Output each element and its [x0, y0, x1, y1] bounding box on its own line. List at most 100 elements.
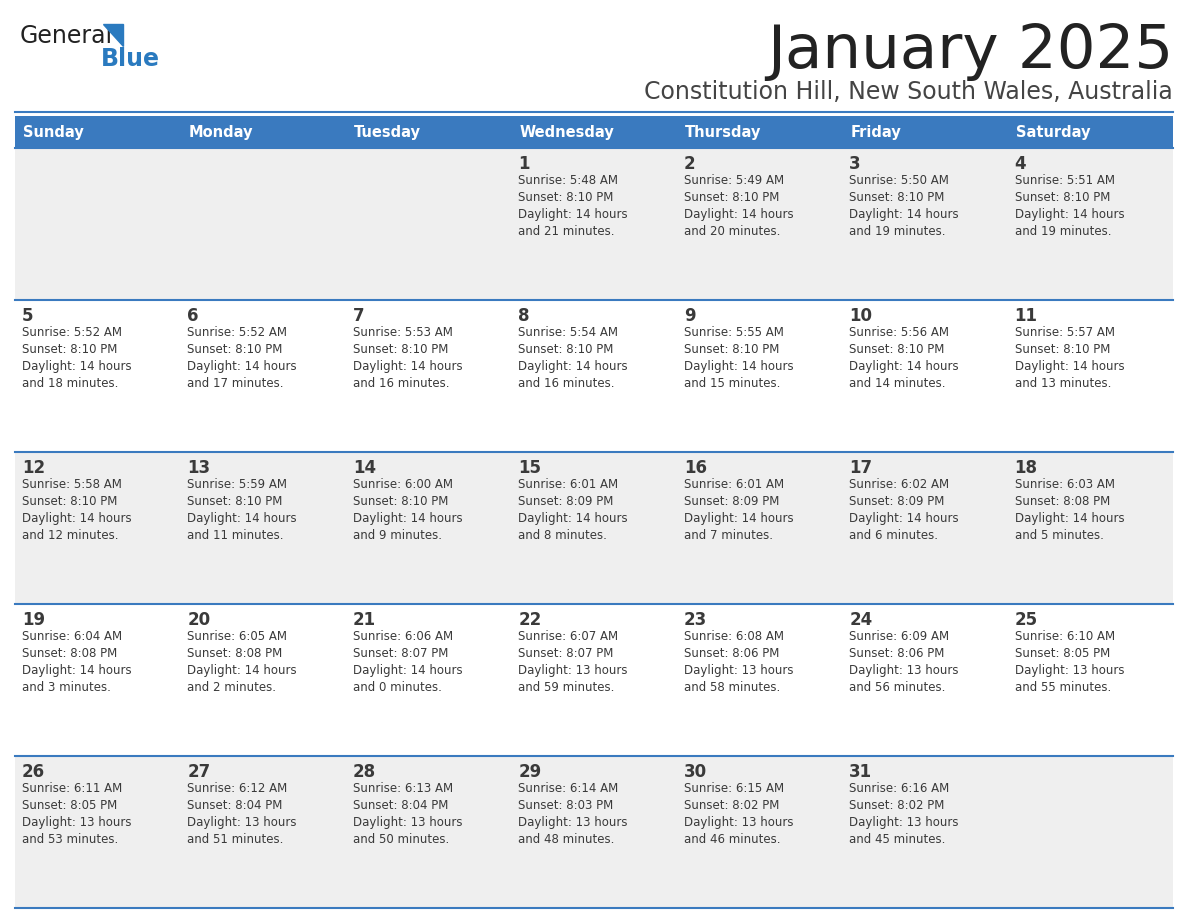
Text: Sunset: 8:10 PM: Sunset: 8:10 PM	[188, 343, 283, 356]
Bar	[15, 300, 1173, 452]
Text: Sunset: 8:10 PM: Sunset: 8:10 PM	[1015, 191, 1110, 204]
Text: Sunrise: 5:54 AM: Sunrise: 5:54 AM	[518, 326, 618, 339]
Text: Sunrise: 5:56 AM: Sunrise: 5:56 AM	[849, 326, 949, 339]
Text: Sunrise: 6:10 AM: Sunrise: 6:10 AM	[1015, 630, 1114, 643]
Bar	[511, 116, 677, 148]
Text: and 19 minutes.: and 19 minutes.	[1015, 225, 1111, 238]
Text: Sunset: 8:07 PM: Sunset: 8:07 PM	[518, 647, 614, 660]
Text: Daylight: 14 hours: Daylight: 14 hours	[23, 512, 132, 525]
Text: and 3 minutes.: and 3 minutes.	[23, 681, 110, 694]
Text: Saturday: Saturday	[1016, 125, 1091, 140]
Text: 1: 1	[518, 155, 530, 173]
Text: Sunrise: 6:03 AM: Sunrise: 6:03 AM	[1015, 478, 1114, 491]
Text: Sunset: 8:10 PM: Sunset: 8:10 PM	[188, 495, 283, 508]
Text: Sunrise: 6:05 AM: Sunrise: 6:05 AM	[188, 630, 287, 643]
Text: Thursday: Thursday	[684, 125, 762, 140]
Text: Sunrise: 6:01 AM: Sunrise: 6:01 AM	[518, 478, 619, 491]
Text: Daylight: 14 hours: Daylight: 14 hours	[188, 360, 297, 373]
Text: General: General	[20, 24, 113, 48]
Text: Sunrise: 6:12 AM: Sunrise: 6:12 AM	[188, 782, 287, 795]
Text: Sunset: 8:10 PM: Sunset: 8:10 PM	[849, 191, 944, 204]
Bar	[15, 116, 181, 148]
Text: and 6 minutes.: and 6 minutes.	[849, 529, 939, 542]
Text: Sunrise: 5:51 AM: Sunrise: 5:51 AM	[1015, 174, 1114, 187]
Text: Sunset: 8:05 PM: Sunset: 8:05 PM	[1015, 647, 1110, 660]
Text: 25: 25	[1015, 611, 1037, 629]
Text: 3: 3	[849, 155, 861, 173]
Text: Sunrise: 6:08 AM: Sunrise: 6:08 AM	[684, 630, 784, 643]
Bar	[677, 116, 842, 148]
Text: Sunset: 8:08 PM: Sunset: 8:08 PM	[1015, 495, 1110, 508]
Text: Sunset: 8:05 PM: Sunset: 8:05 PM	[23, 799, 118, 812]
Text: and 53 minutes.: and 53 minutes.	[23, 833, 119, 846]
Bar	[842, 116, 1007, 148]
Text: and 18 minutes.: and 18 minutes.	[23, 377, 119, 390]
Text: Daylight: 13 hours: Daylight: 13 hours	[518, 664, 627, 677]
Text: and 55 minutes.: and 55 minutes.	[1015, 681, 1111, 694]
Text: Daylight: 14 hours: Daylight: 14 hours	[188, 664, 297, 677]
Text: Sunday: Sunday	[23, 125, 83, 140]
Text: Daylight: 13 hours: Daylight: 13 hours	[23, 816, 132, 829]
Text: 9: 9	[684, 307, 695, 325]
Text: 4: 4	[1015, 155, 1026, 173]
Text: Sunrise: 6:02 AM: Sunrise: 6:02 AM	[849, 478, 949, 491]
Text: Sunset: 8:08 PM: Sunset: 8:08 PM	[23, 647, 118, 660]
Polygon shape	[103, 24, 124, 46]
Text: and 12 minutes.: and 12 minutes.	[23, 529, 119, 542]
Text: Sunrise: 5:48 AM: Sunrise: 5:48 AM	[518, 174, 618, 187]
Text: Sunrise: 6:09 AM: Sunrise: 6:09 AM	[849, 630, 949, 643]
Text: Constitution Hill, New South Wales, Australia: Constitution Hill, New South Wales, Aust…	[644, 80, 1173, 104]
Text: and 51 minutes.: and 51 minutes.	[188, 833, 284, 846]
Text: Sunrise: 5:53 AM: Sunrise: 5:53 AM	[353, 326, 453, 339]
Text: Daylight: 14 hours: Daylight: 14 hours	[849, 360, 959, 373]
Text: Sunset: 8:10 PM: Sunset: 8:10 PM	[518, 343, 614, 356]
Text: Sunrise: 6:15 AM: Sunrise: 6:15 AM	[684, 782, 784, 795]
Text: and 14 minutes.: and 14 minutes.	[849, 377, 946, 390]
Text: and 9 minutes.: and 9 minutes.	[353, 529, 442, 542]
Bar	[346, 116, 511, 148]
Text: Daylight: 14 hours: Daylight: 14 hours	[188, 512, 297, 525]
Text: and 2 minutes.: and 2 minutes.	[188, 681, 277, 694]
Text: and 19 minutes.: and 19 minutes.	[849, 225, 946, 238]
Text: Sunrise: 6:00 AM: Sunrise: 6:00 AM	[353, 478, 453, 491]
Text: 7: 7	[353, 307, 365, 325]
Text: Daylight: 14 hours: Daylight: 14 hours	[518, 512, 628, 525]
Text: Sunrise: 6:04 AM: Sunrise: 6:04 AM	[23, 630, 122, 643]
Text: Daylight: 14 hours: Daylight: 14 hours	[684, 512, 794, 525]
Text: Daylight: 14 hours: Daylight: 14 hours	[849, 208, 959, 221]
Text: Sunset: 8:09 PM: Sunset: 8:09 PM	[684, 495, 779, 508]
Text: Blue: Blue	[101, 47, 160, 71]
Text: 16: 16	[684, 459, 707, 477]
Text: 27: 27	[188, 763, 210, 781]
Text: 12: 12	[23, 459, 45, 477]
Text: 28: 28	[353, 763, 375, 781]
Text: and 5 minutes.: and 5 minutes.	[1015, 529, 1104, 542]
Text: Sunset: 8:10 PM: Sunset: 8:10 PM	[353, 495, 448, 508]
Text: Tuesday: Tuesday	[354, 125, 421, 140]
Bar	[15, 604, 1173, 756]
Text: Sunset: 8:10 PM: Sunset: 8:10 PM	[849, 343, 944, 356]
Text: Sunset: 8:10 PM: Sunset: 8:10 PM	[23, 343, 118, 356]
Text: 21: 21	[353, 611, 375, 629]
Text: Sunset: 8:02 PM: Sunset: 8:02 PM	[684, 799, 779, 812]
Text: Sunrise: 5:55 AM: Sunrise: 5:55 AM	[684, 326, 784, 339]
Text: Sunset: 8:10 PM: Sunset: 8:10 PM	[23, 495, 118, 508]
Text: Sunset: 8:02 PM: Sunset: 8:02 PM	[849, 799, 944, 812]
Text: 11: 11	[1015, 307, 1037, 325]
Text: Sunrise: 6:13 AM: Sunrise: 6:13 AM	[353, 782, 453, 795]
Text: and 15 minutes.: and 15 minutes.	[684, 377, 781, 390]
Text: Sunrise: 5:52 AM: Sunrise: 5:52 AM	[188, 326, 287, 339]
Text: Sunrise: 6:07 AM: Sunrise: 6:07 AM	[518, 630, 619, 643]
Text: 10: 10	[849, 307, 872, 325]
Text: and 7 minutes.: and 7 minutes.	[684, 529, 772, 542]
Text: Monday: Monday	[189, 125, 253, 140]
Text: and 20 minutes.: and 20 minutes.	[684, 225, 781, 238]
Text: Daylight: 13 hours: Daylight: 13 hours	[684, 816, 794, 829]
Text: Daylight: 13 hours: Daylight: 13 hours	[353, 816, 462, 829]
Text: 13: 13	[188, 459, 210, 477]
Text: Sunset: 8:10 PM: Sunset: 8:10 PM	[684, 343, 779, 356]
Text: Daylight: 14 hours: Daylight: 14 hours	[23, 360, 132, 373]
Text: and 16 minutes.: and 16 minutes.	[518, 377, 614, 390]
Text: Sunrise: 5:50 AM: Sunrise: 5:50 AM	[849, 174, 949, 187]
Text: Daylight: 14 hours: Daylight: 14 hours	[684, 360, 794, 373]
